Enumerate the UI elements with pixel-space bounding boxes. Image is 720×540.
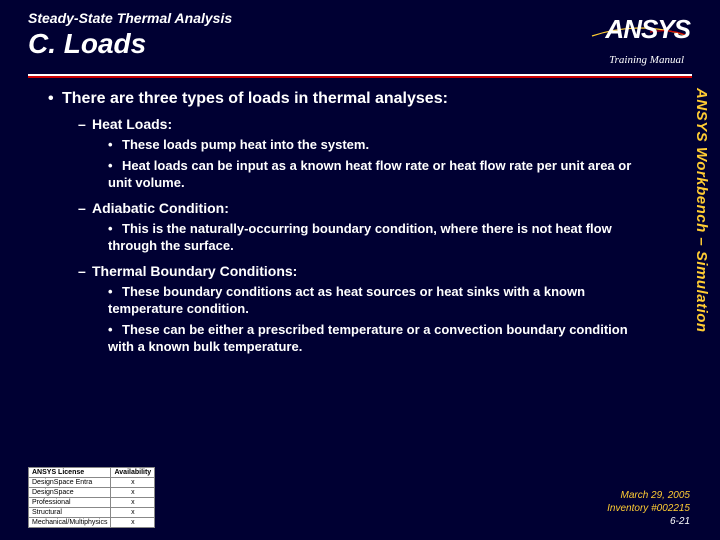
table-row: Professionalx <box>29 498 155 508</box>
section-heading-0: –Heat Loads: <box>78 116 660 132</box>
pretitle: Steady-State Thermal Analysis <box>28 10 692 26</box>
footer-page-number: 6-21 <box>607 515 690 528</box>
table-header: ANSYS License <box>29 468 111 478</box>
section-item: •These can be either a prescribed temper… <box>108 321 660 356</box>
table-row: Structuralx <box>29 508 155 518</box>
table-header-row: ANSYS License Availability <box>29 468 155 478</box>
section-item: •Heat loads can be input as a known heat… <box>108 157 660 192</box>
footer-inventory: Inventory #002215 <box>607 502 690 515</box>
side-product-label: ANSYS Workbench – Simulation <box>693 88 710 333</box>
footer-date: March 29, 2005 <box>607 489 690 502</box>
table-header: Availability <box>111 468 155 478</box>
main-bullet-text: There are three types of loads in therma… <box>62 90 448 107</box>
table-row: Mechanical/Multiphysicsx <box>29 518 155 528</box>
table-row: DesignSpacex <box>29 488 155 498</box>
footer-meta: March 29, 2005 Inventory #002215 6-21 <box>607 489 690 528</box>
section-heading-2: –Thermal Boundary Conditions: <box>78 263 660 279</box>
section-heading-1: –Adiabatic Condition: <box>78 200 660 216</box>
main-bullet: •There are three types of loads in therm… <box>48 90 660 108</box>
section-item: •This is the naturally-occurring boundar… <box>108 220 660 255</box>
section-item: •These boundary conditions act as heat s… <box>108 283 660 318</box>
license-availability-table: ANSYS License Availability DesignSpace E… <box>28 467 155 528</box>
ansys-logo: ANSYS <box>605 14 690 45</box>
section-item: •These loads pump heat into the system. <box>108 136 660 154</box>
table-row: DesignSpace Entrax <box>29 478 155 488</box>
page-title: C. Loads <box>28 28 692 60</box>
content-area: •There are three types of loads in therm… <box>48 90 660 356</box>
logo-text: ANSYS <box>605 14 690 44</box>
header-divider <box>0 74 720 78</box>
training-manual-label: Training Manual <box>609 54 684 66</box>
